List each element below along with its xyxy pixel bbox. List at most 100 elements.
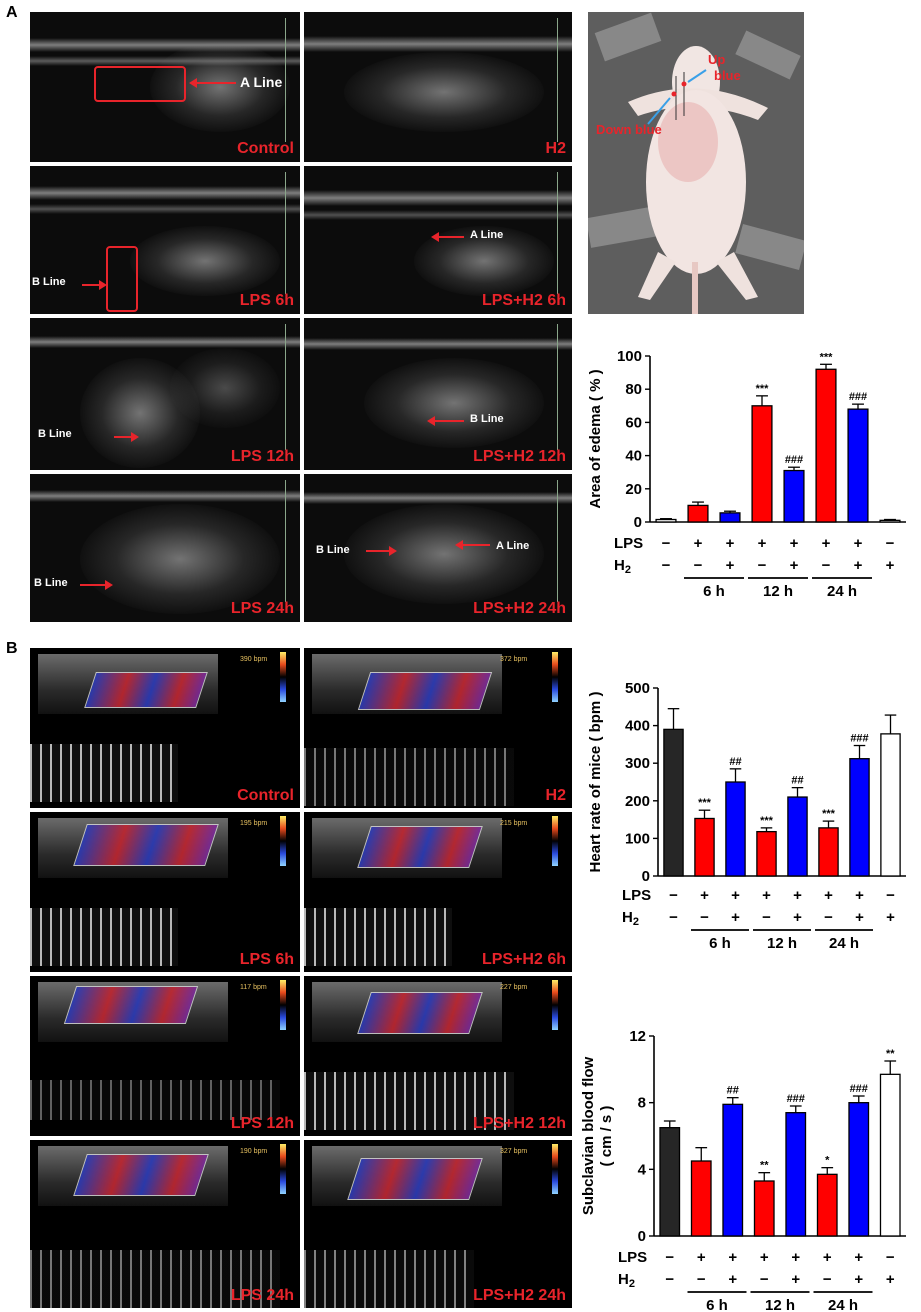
y-tick-label: 80 (625, 381, 642, 398)
ultrasound-lps-h2-6h: A Line LPS+H2 6h (304, 166, 572, 314)
bar (725, 781, 746, 877)
h2-row-label: H2 (614, 557, 631, 576)
significance-mark: ### (785, 454, 803, 466)
h2-sign: + (790, 557, 799, 574)
bar (849, 758, 870, 877)
group-label: 12 h (763, 583, 793, 600)
ultrasound-lps-h2-24h: B Line A Line LPS+H2 24h (304, 474, 572, 622)
condition-label: LPS 6h (239, 951, 294, 968)
b-line-label: B Line (34, 577, 68, 589)
h2-sign: − (823, 1271, 832, 1288)
condition-label: LPS+H2 12h (473, 1115, 566, 1132)
y-tick-label: 4 (638, 1161, 647, 1178)
h2-row-label: H2 (618, 1271, 635, 1290)
lps-sign: − (886, 887, 895, 904)
a-line-label: A Line (470, 229, 504, 241)
h2-sign: + (793, 909, 802, 926)
a-line-label: A Line (240, 74, 283, 90)
lps-sign: − (662, 535, 671, 552)
bar (847, 408, 869, 523)
lps-sign: + (694, 535, 703, 552)
lps-sign: + (700, 887, 709, 904)
h2-sign: + (731, 909, 740, 926)
doppler-lps-24h: 190 bpm LPS 24h (30, 1140, 300, 1308)
b-line-label: B Line (38, 428, 72, 440)
bar (722, 1103, 744, 1237)
condition-label: LPS+H2 6h (481, 292, 566, 309)
significance-mark: ** (760, 1160, 769, 1172)
y-tick-label: 40 (625, 448, 642, 465)
b-line-label: B Line (32, 276, 66, 288)
significance-mark: ## (727, 1085, 739, 1097)
group-label: 6 h (706, 1297, 728, 1312)
heart-rate-readout: 327 bpm (500, 1148, 528, 1155)
y-tick-label: 300 (625, 755, 650, 772)
b-line-arrow (114, 432, 139, 442)
bar (655, 518, 677, 523)
significance-mark: *** (698, 797, 712, 809)
up-blue-label-2: blue (714, 68, 741, 83)
h2-sign: − (662, 557, 671, 574)
condition-label: LPS 24h (230, 1287, 294, 1304)
lps-sign: + (760, 1249, 769, 1266)
h2-sign: − (762, 909, 771, 926)
lps-row-label: LPS (622, 887, 651, 904)
b-line-arrow (427, 416, 464, 426)
condition-label: H2 (545, 140, 566, 157)
lps-sign: − (886, 1249, 895, 1266)
significance-mark: *** (760, 815, 774, 827)
mouse-illustration: Up blue Down blue (588, 12, 804, 314)
condition-label: LPS 12h (230, 1115, 294, 1132)
group-label: 6 h (709, 935, 731, 948)
edema-area-chart: 0 20 40 60 80 100 Area of edema ( % ) *** ### ***… (587, 348, 906, 600)
h2-sign: − (758, 557, 767, 574)
heart-rate-readout: 190 bpm (240, 1148, 268, 1155)
h2-sign: − (694, 557, 703, 574)
bar (756, 830, 777, 877)
group-label: 24 h (828, 1297, 858, 1312)
significance-mark: *** (820, 351, 834, 363)
lps-sign: + (854, 1249, 863, 1266)
bar (687, 504, 709, 523)
ultrasound-h2: H2 (304, 12, 572, 162)
h2-sign: − (697, 1271, 706, 1288)
h2-sign: + (728, 1271, 737, 1288)
group-label: 24 h (827, 583, 857, 600)
significance-mark: ### (787, 1093, 805, 1105)
y-tick-label: 400 (625, 718, 650, 735)
ultrasound-lps-12h: B Line LPS 12h (30, 318, 300, 470)
bar (751, 405, 773, 523)
ultrasound-lps-6h: B Line LPS 6h (30, 166, 300, 314)
y-tick-label: 8 (638, 1095, 646, 1112)
bar (663, 728, 684, 877)
doppler-lps-h2-24h: 327 bpm LPS+H2 24h (304, 1140, 572, 1308)
bar (879, 519, 901, 523)
doppler-lps-6h: 195 bpm LPS 6h (30, 812, 300, 972)
ultrasound-lps-h2-12h: B Line LPS+H2 12h (304, 318, 572, 470)
y-tick-label: 60 (625, 414, 642, 431)
lps-sign: + (728, 1249, 737, 1266)
h2-sign: + (886, 557, 895, 574)
bar (815, 368, 837, 523)
lps-sign: + (697, 1249, 706, 1266)
panel-b-label: B (6, 640, 18, 657)
a-line-arrow (455, 540, 490, 550)
group-label: 6 h (703, 583, 725, 600)
y-tick-label: 100 (617, 348, 642, 365)
bar (818, 827, 839, 877)
a-line-label: A Line (496, 540, 530, 552)
y-axis-label: Subclavian blood flow (580, 1056, 597, 1215)
h2-sign: + (726, 557, 735, 574)
b-line-arrow (82, 280, 107, 290)
down-blue-label: Down blue (596, 122, 662, 137)
doppler-lps-h2-12h: 227 bpm LPS+H2 12h (304, 976, 572, 1136)
condition-label: LPS+H2 24h (473, 600, 566, 617)
a-line-box (94, 66, 186, 102)
h2-sign: − (760, 1271, 769, 1288)
heart-rate-readout: 390 bpm (240, 656, 268, 663)
condition-label: Control (237, 140, 294, 157)
doppler-h2: 372 bpm H2 (304, 648, 572, 808)
h2-sign: − (822, 557, 831, 574)
y-axis-label: Area of edema ( % ) (587, 369, 604, 508)
